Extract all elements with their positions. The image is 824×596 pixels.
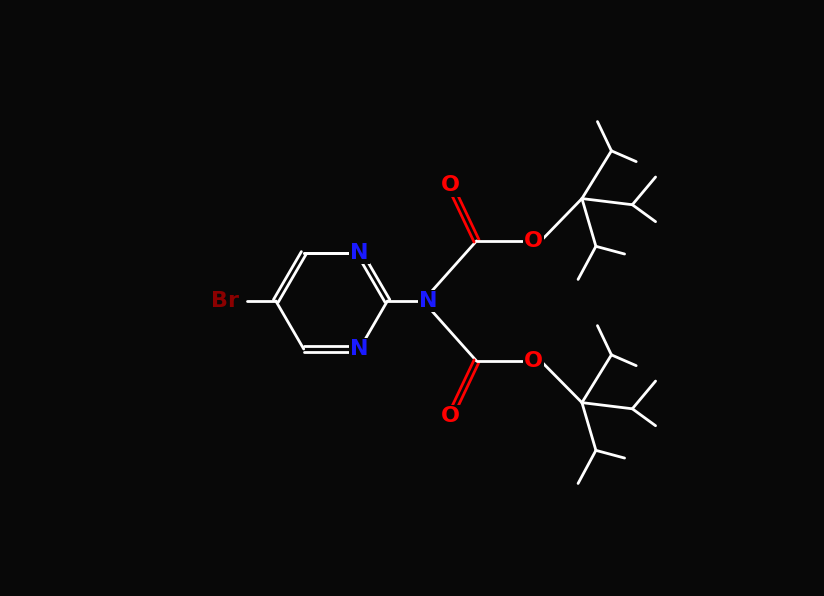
Text: Br: Br	[212, 291, 240, 311]
Text: N: N	[350, 243, 369, 263]
Text: N: N	[419, 291, 438, 311]
Text: O: O	[523, 231, 543, 251]
Text: N: N	[350, 339, 369, 359]
Text: O: O	[441, 406, 460, 427]
Text: O: O	[441, 175, 460, 195]
Text: O: O	[523, 351, 543, 371]
